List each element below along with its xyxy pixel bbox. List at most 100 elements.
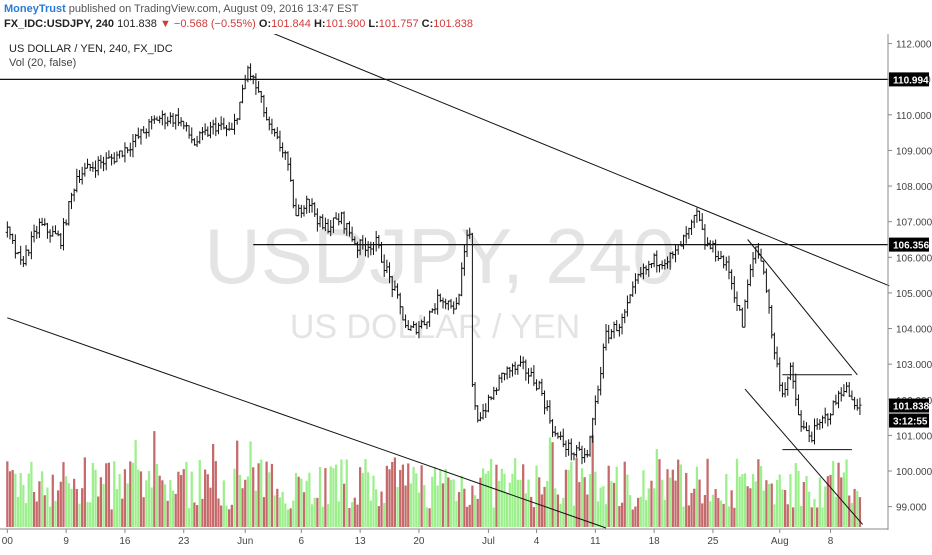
- volume-bar: [783, 490, 787, 527]
- volume-label: Vol (20, false): [9, 57, 76, 69]
- volume-bar: [252, 467, 255, 527]
- volume-bar: [687, 505, 691, 527]
- volume-bar: [249, 441, 252, 527]
- ohlc-bar: [791, 362, 795, 389]
- ohlc-bar: [5, 221, 9, 238]
- volume-bar: [169, 480, 172, 527]
- ohlc-bar: [569, 438, 573, 461]
- volume-bar: [337, 501, 340, 527]
- ohlc-bar: [545, 400, 549, 411]
- volume-bar: [123, 469, 127, 527]
- volume-bar: [548, 437, 552, 527]
- ohlc-bar: [85, 158, 90, 169]
- volume-bar: [246, 476, 250, 527]
- volume-bar: [97, 496, 100, 527]
- volume-bar: [35, 501, 38, 527]
- ohlc-bar: [134, 133, 138, 148]
- volume-bar: [345, 459, 348, 527]
- volume-bar: [642, 470, 645, 527]
- volume-bar: [294, 472, 298, 527]
- volume-bar: [214, 461, 217, 527]
- volume-bar: [770, 483, 773, 527]
- ohlc-bar: [823, 407, 827, 424]
- ohlc-bar: [508, 367, 512, 378]
- volume-bar: [321, 506, 324, 527]
- ohlc-bar: [732, 276, 736, 303]
- ohlc-bar: [676, 244, 680, 255]
- ohlc-bar: [307, 198, 311, 213]
- ohlc-bar: [799, 410, 803, 432]
- volume-bar: [166, 500, 169, 527]
- volume-bar: [551, 442, 554, 527]
- ohlc-bar: [575, 445, 579, 458]
- volume-bar: [342, 483, 346, 527]
- volume-bar: [845, 459, 848, 527]
- volume-bar: [604, 504, 608, 527]
- ohlc-bar: [518, 355, 523, 367]
- ohlc-bar: [516, 364, 520, 375]
- ohlc-bar: [492, 386, 496, 400]
- ohlc-bar: [158, 115, 162, 124]
- ohlc-bar: [807, 425, 811, 443]
- down-arrow-icon: ▼: [159, 18, 171, 30]
- author-name[interactable]: MoneyTrust: [4, 3, 66, 15]
- volume-bar: [289, 508, 292, 527]
- ohlc-bar: [583, 448, 587, 463]
- volume-bar: [70, 488, 73, 527]
- volume-bar: [816, 507, 819, 527]
- volume-bar: [498, 480, 501, 527]
- ohlc-bar: [270, 118, 274, 135]
- volume-bar: [153, 431, 156, 527]
- volume-bar: [59, 481, 62, 527]
- ohlc-bar: [11, 233, 15, 244]
- volume-bar: [455, 501, 458, 527]
- ohlc-bar: [497, 374, 501, 391]
- ohlc-bar: [714, 239, 718, 262]
- price-tick-label: 104.000: [896, 325, 932, 336]
- volume-bar: [746, 486, 749, 527]
- volume-bar: [297, 476, 300, 527]
- volume-bar: [658, 459, 661, 527]
- ohlc-bar: [607, 324, 611, 344]
- volume-bar: [506, 493, 509, 527]
- volume-bar: [626, 474, 629, 527]
- volume-bar: [594, 471, 597, 527]
- volume-bar: [487, 471, 490, 527]
- volume-bar: [193, 502, 196, 527]
- ohlc-bar: [286, 151, 290, 171]
- ohlc-bar: [818, 419, 822, 430]
- ohlc-bar: [711, 240, 715, 253]
- volume-bar: [431, 476, 434, 527]
- volume-bar: [669, 477, 672, 527]
- ohlc-bar: [716, 250, 720, 261]
- volume-bar: [591, 435, 594, 527]
- high-value: 101.900: [325, 18, 366, 30]
- ohlc-bar: [722, 255, 726, 269]
- ohlc-bar: [75, 168, 79, 193]
- volume-bar: [209, 487, 212, 527]
- ohlc-bar: [858, 397, 862, 415]
- volume-bar: [631, 509, 634, 527]
- volume-bar: [826, 476, 829, 527]
- ohlc-bar: [278, 130, 282, 152]
- volume-bar: [195, 505, 199, 527]
- volume-bar: [420, 465, 423, 527]
- volume-bar: [16, 496, 20, 527]
- volume-bar: [615, 466, 618, 527]
- volume-bar: [679, 464, 682, 527]
- volume-bar: [677, 459, 680, 527]
- volume-bar: [538, 477, 541, 527]
- volume-bar: [802, 482, 805, 527]
- volume-bar: [145, 480, 148, 527]
- ohlc-bar: [45, 222, 50, 239]
- time-tick-label: 00: [2, 536, 14, 547]
- volume-bar: [139, 471, 143, 527]
- volume-bar: [332, 468, 335, 527]
- symbol-watermark: USDJPY, 240 US DOLLAR / YEN: [204, 212, 675, 346]
- volume-bar: [14, 473, 17, 527]
- volume-bar: [348, 508, 351, 527]
- ohlc-bar: [852, 396, 857, 410]
- time-tick-label: 4: [534, 536, 540, 547]
